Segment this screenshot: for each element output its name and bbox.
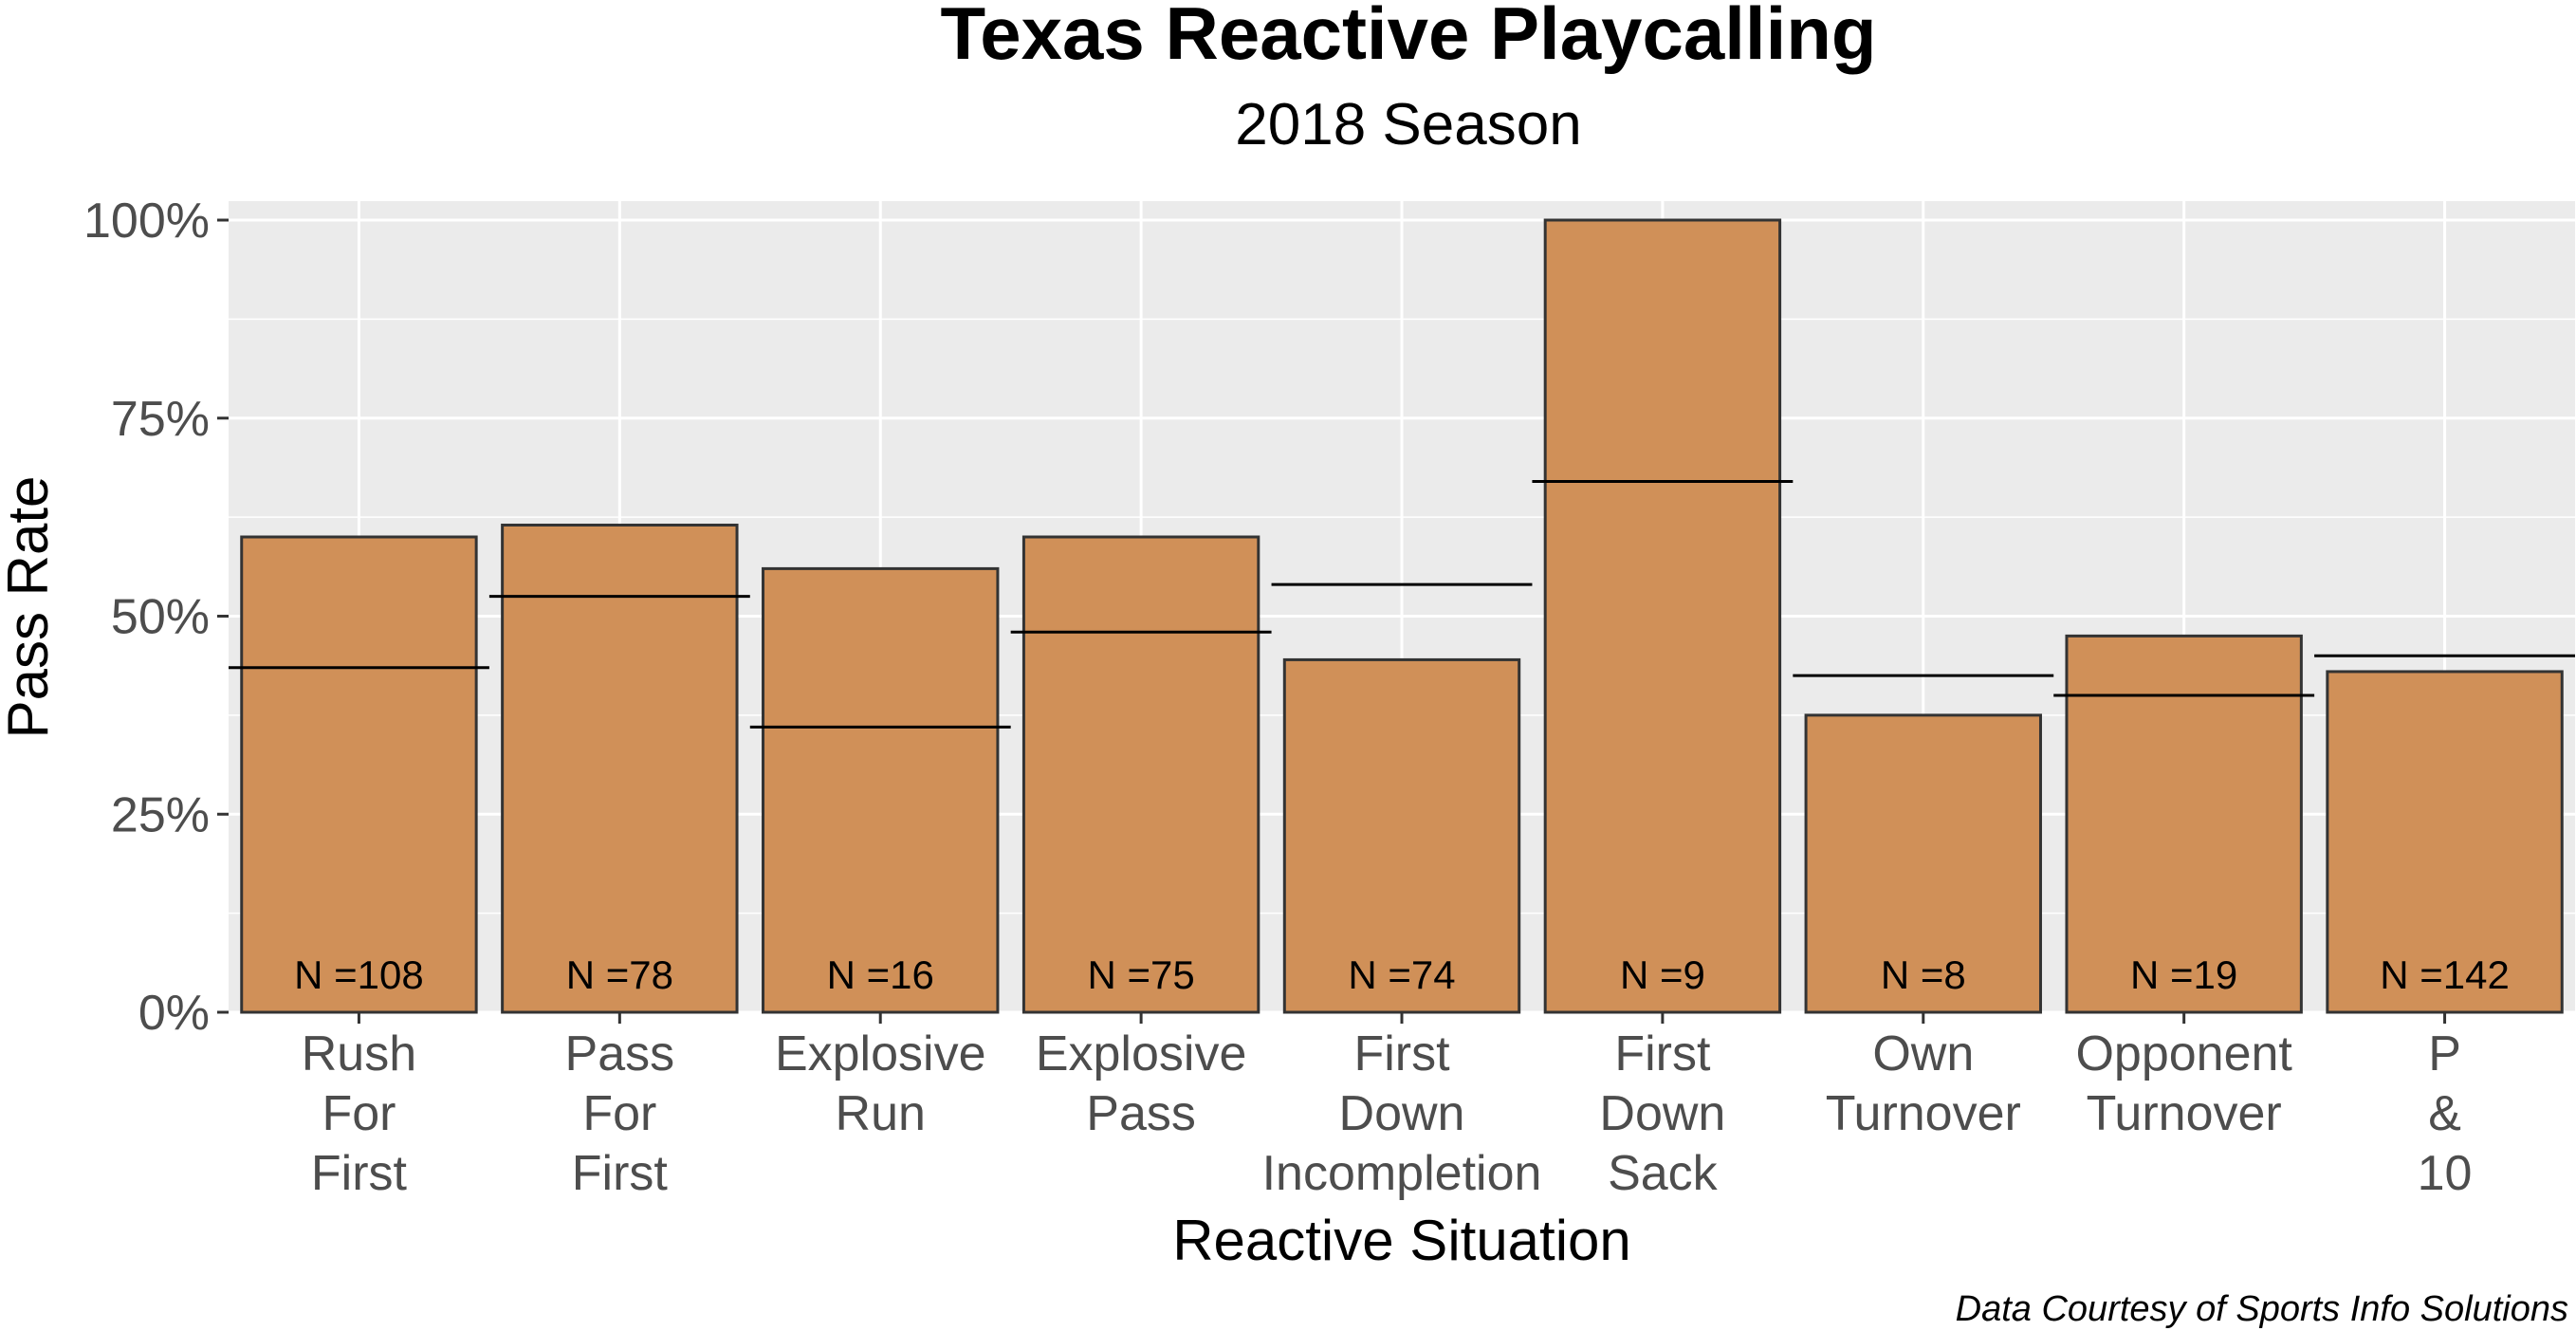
bar: [501, 523, 739, 1014]
bar: [1282, 657, 1521, 1014]
x-tick-label-line: 10: [2418, 1146, 2473, 1201]
x-tick-label-line: Own: [1872, 1026, 1974, 1081]
x-tick-label: Explosive Pass: [1036, 1026, 1247, 1141]
y-axis-title: Pass Rate: [0, 476, 60, 739]
x-tick-label: Opponent Turnover: [2075, 1026, 2292, 1141]
x-tick-label: Pass For First: [565, 1026, 675, 1201]
x-tick-label-line: Down: [1339, 1086, 1465, 1141]
x-tick-label-line: Explosive: [1036, 1026, 1247, 1081]
bars: [240, 218, 2564, 1014]
y-tick-label: 50%: [111, 590, 210, 645]
x-tick-label: Rush For First: [302, 1026, 416, 1201]
x-tick-label-line: First: [1614, 1026, 1711, 1081]
x-tick-label-line: First: [311, 1146, 408, 1201]
x-tick-label-line: Down: [1599, 1086, 1725, 1141]
bar: [2326, 670, 2564, 1014]
n-label: N =74: [1348, 952, 1455, 997]
x-tick-label-line: Run: [836, 1086, 926, 1141]
y-tick-label: 75%: [111, 392, 210, 447]
chart-title: Texas Reactive Playcalling: [940, 0, 1876, 75]
n-label: N =16: [827, 952, 934, 997]
x-tick-label-line: Pass: [565, 1026, 675, 1081]
bar: [1804, 713, 2042, 1014]
n-label: N =19: [2130, 952, 2237, 997]
n-labels: N =108 N =78 N =16 N =75 N =74 N =9 N =8 N =19 N…: [294, 952, 2510, 997]
reference-lines: [229, 480, 2575, 729]
x-tick-label-line: Rush: [302, 1026, 416, 1081]
x-tick-label-line: First: [1353, 1026, 1450, 1081]
chart-subtitle: 2018 Season: [1235, 92, 1581, 157]
bar: [762, 566, 1000, 1014]
n-label: N =78: [566, 952, 673, 997]
x-tick-label-line: &: [2428, 1086, 2461, 1141]
x-tick-label: Own Turnover: [1826, 1026, 2021, 1141]
x-tick-label-line: Pass: [1086, 1086, 1196, 1141]
x-axis-title: Reactive Situation: [1172, 1209, 1631, 1272]
bar: [2065, 634, 2303, 1014]
x-tick-label: Explosive Run: [775, 1026, 986, 1141]
n-label: N =9: [1620, 952, 1705, 997]
x-tick-label-line: Turnover: [1826, 1086, 2021, 1141]
bar: [1543, 218, 1782, 1014]
n-label: N =8: [1881, 952, 1966, 997]
chart-caption: Data Courtesy of Sports Info Solutions: [1956, 1289, 2568, 1329]
x-tick-label: First Down Incompletion: [1262, 1026, 1542, 1201]
x-tick-label-line: Opponent: [2075, 1026, 2292, 1081]
x-tick-label: First Down Sack: [1599, 1026, 1725, 1201]
y-tick-label: 25%: [111, 787, 210, 842]
x-tick-label: P & 10: [2418, 1026, 2473, 1201]
n-label: N =108: [294, 952, 424, 997]
n-label: N =75: [1087, 952, 1194, 997]
x-tick-label-line: Explosive: [775, 1026, 986, 1081]
x-tick-label-line: Sack: [1608, 1146, 1719, 1201]
x-tick-label-line: Turnover: [2087, 1086, 2282, 1141]
x-tick-label-line: For: [322, 1086, 396, 1141]
bar: [240, 535, 478, 1014]
x-tick-label-line: P: [2428, 1026, 2461, 1081]
y-tick-label: 100%: [83, 194, 210, 249]
y-axis-ticks: 0% 25% 50% 75% 100%: [83, 194, 229, 1041]
y-tick-label: 0%: [138, 986, 210, 1041]
n-label: N =142: [2380, 952, 2510, 997]
x-tick-label-line: First: [572, 1146, 669, 1201]
x-tick-label-line: Incompletion: [1262, 1146, 1542, 1201]
x-tick-label-line: For: [582, 1086, 656, 1141]
bar: [1021, 535, 1260, 1014]
